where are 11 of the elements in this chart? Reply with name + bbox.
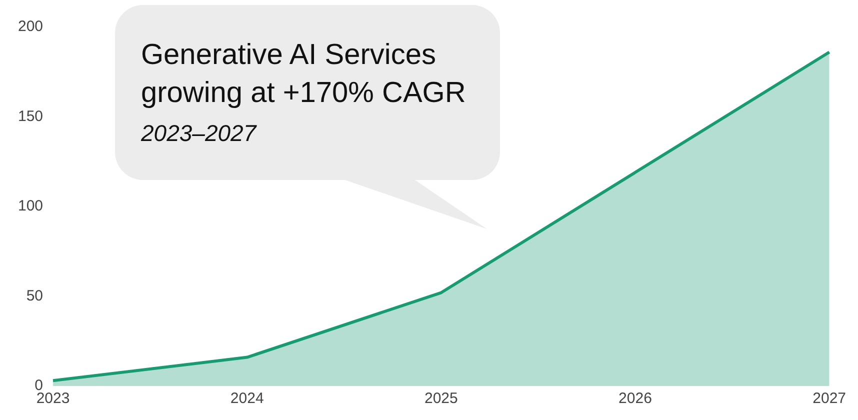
x-tick-label: 2027 [812, 390, 846, 408]
x-tick-label: 2026 [618, 390, 652, 408]
y-tick-label: 150 [18, 108, 44, 125]
x-tick-label: 2023 [36, 390, 70, 408]
y-tick-label: 100 [18, 198, 44, 215]
annotation: Generative AI Services growing at +170% CAGR [141, 39, 466, 109]
x-tick-label: 2025 [424, 390, 458, 408]
annotation: 2023–2027 [141, 120, 256, 146]
y-tick-label: 50 [26, 287, 44, 304]
x-tick-label: 2024 [230, 390, 264, 408]
y-tick-label: 200 [18, 18, 44, 36]
